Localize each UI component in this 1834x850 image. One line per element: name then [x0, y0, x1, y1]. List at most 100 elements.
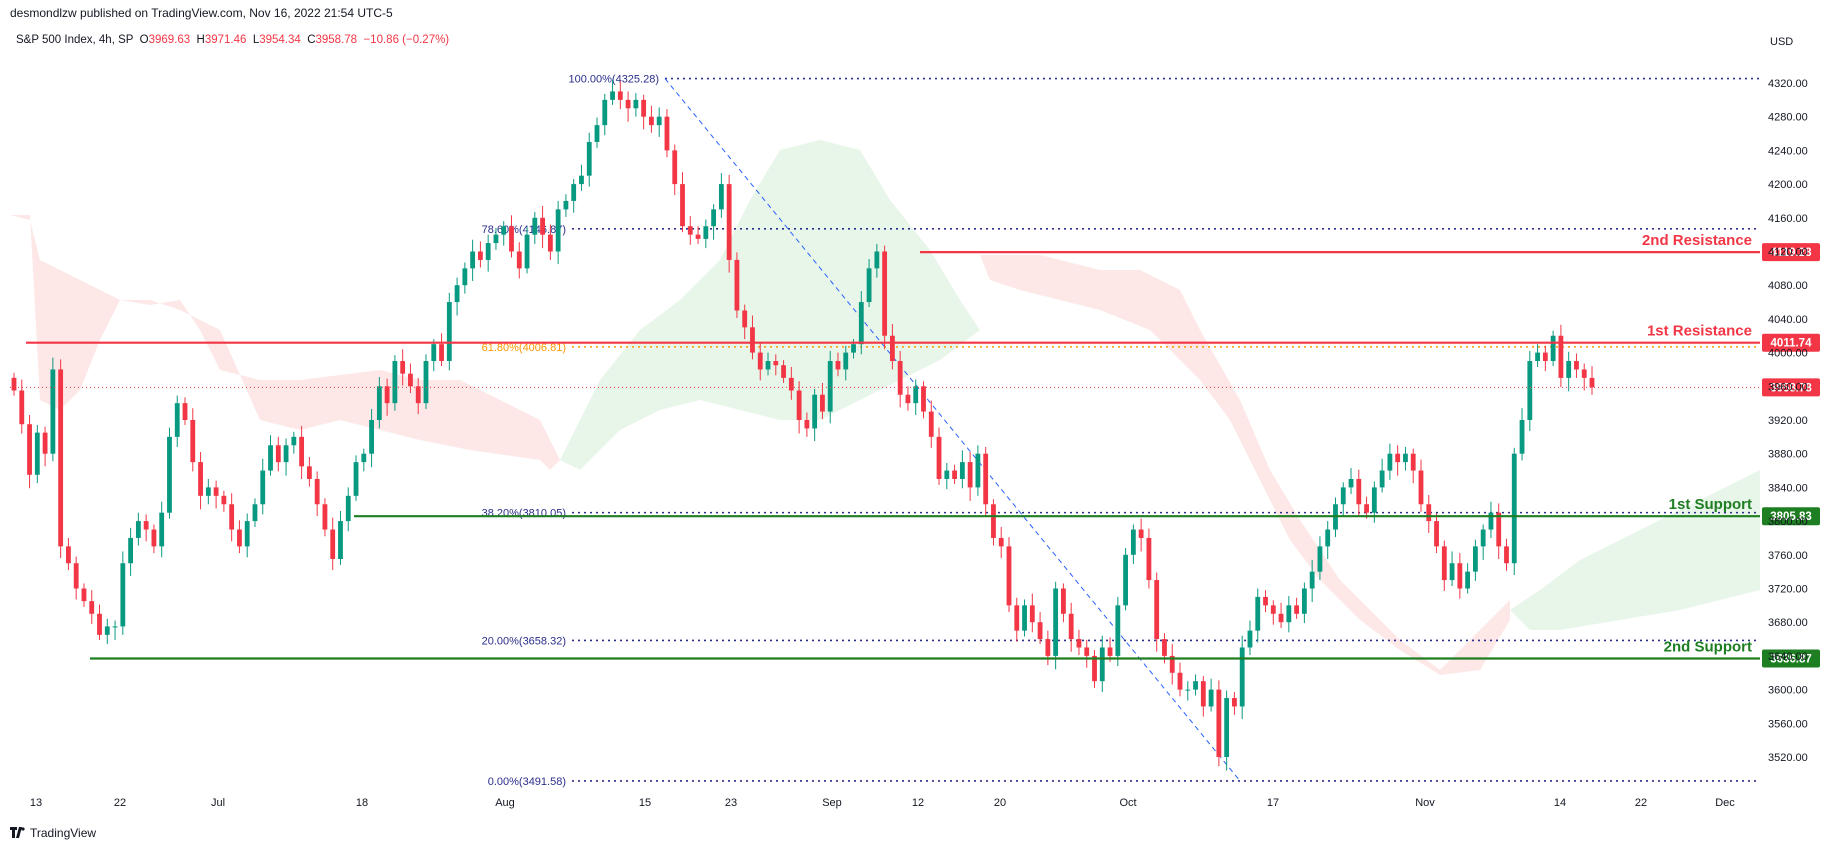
- candle-body: [135, 521, 141, 538]
- candle: [345, 487, 351, 532]
- candle: [726, 174, 732, 273]
- candle-body: [711, 209, 717, 227]
- candle-body: [104, 626, 110, 635]
- candle-body: [905, 394, 911, 404]
- candle-body: [610, 91, 615, 100]
- candle: [73, 556, 79, 600]
- candle: [1317, 536, 1323, 581]
- candle-body: [1371, 487, 1377, 513]
- level-tag-bg: [1762, 333, 1820, 352]
- candle-body: [1107, 647, 1113, 656]
- candle: [1301, 582, 1307, 624]
- candle-body: [283, 445, 289, 463]
- cloud-red-area-2: [980, 255, 1510, 675]
- candle: [1270, 600, 1276, 625]
- candle: [1068, 602, 1074, 652]
- candle: [151, 524, 157, 554]
- candle-body: [1504, 546, 1509, 564]
- candle: [672, 144, 678, 196]
- candle: [27, 414, 32, 489]
- candle: [843, 345, 849, 381]
- candle-body: [579, 175, 584, 185]
- x-tick-label: Jul: [211, 797, 225, 809]
- candle: [143, 514, 149, 542]
- candle: [1278, 602, 1284, 629]
- candle-body: [167, 436, 172, 513]
- candle: [330, 517, 336, 570]
- time-axis[interactable]: 13 22 Jul 18 Aug 15 23 Sep 12 20 Oct 17 Nov 14 22 Dec: [30, 797, 1735, 809]
- candle-body: [1581, 369, 1587, 378]
- candle-body: [454, 285, 460, 303]
- candle-body: [1177, 672, 1183, 690]
- candle: [975, 445, 981, 496]
- y-tick-label: 3720.00: [1768, 584, 1808, 596]
- candle-body: [664, 116, 670, 151]
- candle: [866, 259, 872, 308]
- candle-body: [975, 453, 981, 488]
- candle-body: [1123, 554, 1129, 606]
- candle: [1006, 537, 1012, 613]
- candle-body: [1278, 613, 1284, 623]
- candle-body: [27, 424, 32, 475]
- candle: [400, 349, 406, 386]
- candle: [1014, 597, 1020, 642]
- candle: [1029, 593, 1035, 633]
- candle-body: [641, 99, 647, 117]
- candle: [369, 409, 374, 468]
- candle: [338, 510, 343, 565]
- candle: [322, 498, 328, 537]
- y-tick-label: 4000.00: [1768, 348, 1808, 360]
- candle: [1426, 494, 1432, 533]
- candle: [1488, 501, 1494, 538]
- price-axis[interactable]: 4320.00 4280.00 4240.00 4200.00 4160.00 4120.…: [1768, 78, 1808, 764]
- candle: [462, 262, 468, 294]
- candle: [1410, 448, 1416, 484]
- candle-body: [540, 217, 546, 235]
- ichimoku-cloud: [10, 140, 1760, 675]
- candle: [1193, 674, 1198, 696]
- x-tick-label: Nov: [1415, 797, 1435, 809]
- y-tick-label: 4320.00: [1768, 78, 1808, 90]
- candle: [423, 354, 429, 410]
- y-tick-label: 4040.00: [1768, 314, 1808, 326]
- x-tick-label: 18: [356, 797, 368, 809]
- candle: [454, 277, 460, 316]
- candle: [991, 499, 996, 546]
- candle-body: [229, 504, 235, 530]
- candle-body: [1519, 420, 1525, 454]
- candle-body: [1294, 605, 1300, 614]
- candle-body: [501, 226, 507, 235]
- candle: [1146, 528, 1152, 589]
- candle-body: [11, 377, 17, 391]
- candle-body: [314, 478, 320, 505]
- candle-body: [1426, 504, 1432, 522]
- candle: [1457, 553, 1463, 599]
- candle-body: [408, 373, 413, 387]
- candle-body: [571, 184, 577, 201]
- x-tick-label: 14: [1554, 797, 1566, 809]
- close-value: 3958.78: [315, 34, 358, 46]
- candle-body: [882, 251, 888, 336]
- y-tick-label: 4160.00: [1768, 213, 1808, 225]
- candle-body: [1014, 605, 1020, 631]
- y-tick-label: 3600.00: [1768, 685, 1808, 697]
- candle: [221, 490, 227, 512]
- candle-body: [586, 141, 592, 176]
- x-tick-label: Aug: [495, 797, 515, 809]
- candle: [229, 493, 235, 542]
- candle-body: [1550, 335, 1556, 362]
- candle-body: [695, 234, 701, 239]
- candle: [291, 431, 297, 454]
- candle-body: [617, 91, 623, 100]
- candle-body: [1053, 588, 1059, 656]
- candle: [299, 425, 305, 479]
- candle: [742, 304, 748, 340]
- candle-body: [928, 411, 934, 437]
- candle: [135, 512, 141, 546]
- support-resistance-levels: 2nd Resistance 4119.28 1st Resistance 4011.…: [10, 232, 1820, 668]
- candle-body: [190, 420, 196, 463]
- candle-body: [42, 432, 48, 454]
- candle: [594, 117, 600, 148]
- candle: [190, 408, 196, 472]
